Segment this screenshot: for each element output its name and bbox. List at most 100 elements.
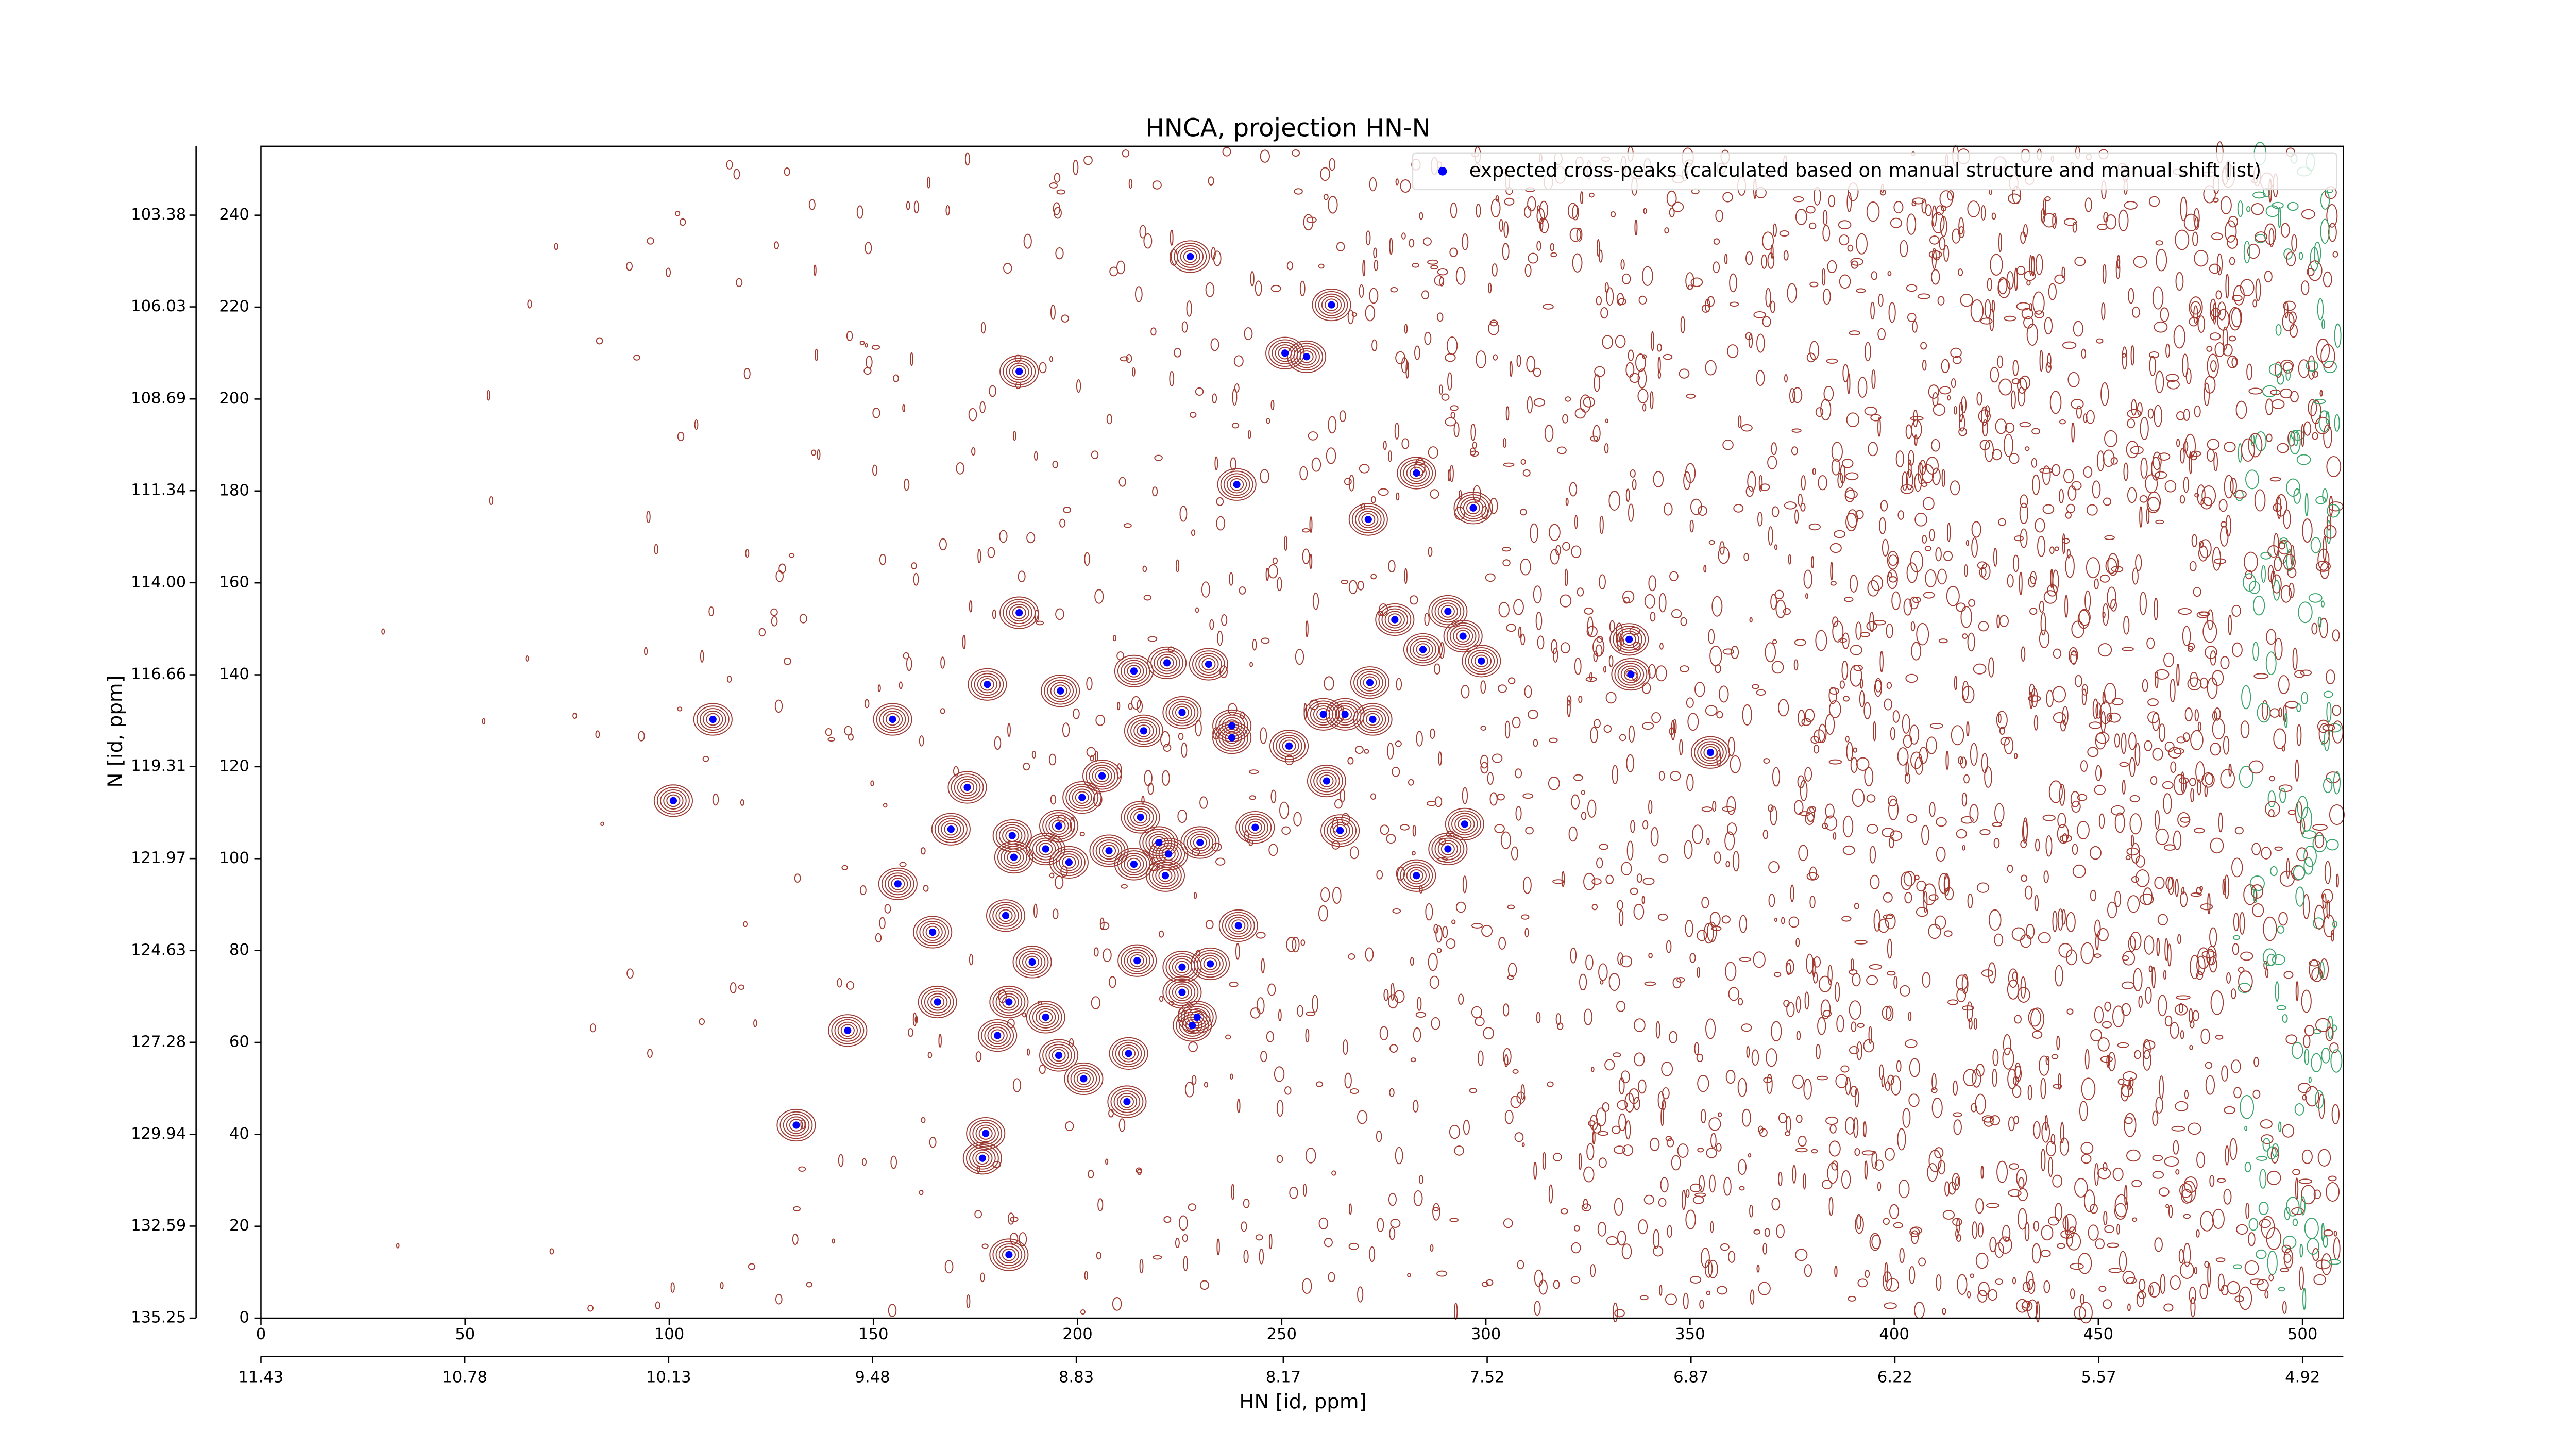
peak-contour xyxy=(1351,506,1385,533)
legend-text: expected cross-peaks (calculated based o… xyxy=(1469,159,2261,181)
noise-contour xyxy=(1939,190,1953,208)
noise-contour xyxy=(1707,921,1717,942)
noise-contour xyxy=(2032,1030,2043,1039)
noise-contour xyxy=(1886,682,1892,689)
noise-contour xyxy=(1958,268,1963,276)
noise-contour xyxy=(1379,1026,1388,1041)
noise-contour xyxy=(2318,1094,2325,1119)
noise-contour xyxy=(1618,298,1626,305)
peak-contour xyxy=(1148,833,1169,852)
noise-contour xyxy=(1822,822,1828,829)
noise-contour xyxy=(743,921,748,928)
noise-contour xyxy=(1657,1091,1665,1109)
noise-contour xyxy=(1850,1085,1858,1097)
noise-contour xyxy=(2194,217,2199,230)
peak-contour xyxy=(1201,658,1216,671)
noise-contour xyxy=(1776,1224,1785,1238)
noise-contour xyxy=(2135,554,2142,571)
peak-contour xyxy=(1360,673,1380,692)
noise-contour xyxy=(817,449,821,460)
noise-contour xyxy=(1956,974,1968,991)
noise-contour xyxy=(1389,1088,1395,1097)
noise-contour xyxy=(1494,824,1505,833)
noise-contour xyxy=(2201,772,2215,788)
noise-contour xyxy=(1708,629,1715,645)
noise-contour xyxy=(1844,597,1854,602)
y-tick-label: 200 xyxy=(219,390,249,408)
noise-contour xyxy=(1103,948,1112,962)
noise-contour xyxy=(1602,1102,1610,1112)
noise-contour xyxy=(1863,1039,1874,1053)
noise-contour xyxy=(2326,701,2332,722)
noise-contour xyxy=(2035,518,2045,533)
peak-contour xyxy=(1053,684,1067,697)
noise-contour xyxy=(2181,1180,2196,1203)
noise-contour xyxy=(2051,1054,2059,1059)
noise-contour xyxy=(2024,885,2033,900)
noise-contour xyxy=(2021,308,2033,320)
noise-contour xyxy=(884,904,891,914)
noise-contour xyxy=(2140,457,2148,479)
noise-contour xyxy=(1581,812,1587,820)
noise-contour xyxy=(1866,201,1880,222)
noise-contour xyxy=(2253,1057,2259,1067)
noise-contour xyxy=(784,167,790,176)
noise-contour xyxy=(1650,1137,1660,1151)
noise-contour xyxy=(1967,1291,1971,1299)
noise-contour xyxy=(2180,771,2184,793)
noise-contour xyxy=(775,570,784,582)
noise-contour xyxy=(1520,633,1526,646)
noise-contour xyxy=(1341,813,1350,825)
noise-contour xyxy=(838,1154,844,1167)
noise-contour xyxy=(1449,1218,1459,1222)
noise-contour xyxy=(2045,362,2052,373)
noise-contour xyxy=(2028,576,2036,588)
noise-contour xyxy=(2314,1090,2324,1109)
noise-contour xyxy=(1980,406,1988,426)
noise-contour xyxy=(1182,1234,1188,1242)
noise-contour xyxy=(1953,1080,1958,1096)
peak-contour xyxy=(876,705,909,733)
peak-contour xyxy=(998,993,1020,1011)
noise-contour xyxy=(1501,547,1511,552)
noise-contour xyxy=(2048,780,2063,803)
cross-peak xyxy=(978,1154,986,1162)
noise-contour xyxy=(2263,916,2277,941)
cross-peak xyxy=(994,1032,1002,1039)
noise-contour xyxy=(2311,1053,2322,1072)
noise-contour xyxy=(1964,564,1968,577)
noise-contour xyxy=(2090,1204,2098,1214)
noise-contour xyxy=(2044,317,2053,335)
legend-box xyxy=(1412,152,2337,191)
noise-contour xyxy=(1978,621,1989,632)
noise-contour xyxy=(907,1028,914,1037)
noise-contour xyxy=(1365,230,1371,246)
noise-contour xyxy=(2062,533,2065,554)
noise-contour xyxy=(1415,1012,1427,1018)
noise-contour xyxy=(1873,619,1886,626)
peak-contour xyxy=(1065,783,1099,812)
noise-contour xyxy=(2079,1101,2088,1121)
noise-contour xyxy=(1795,209,1807,225)
noise-contour xyxy=(2045,1056,2050,1065)
noise-contour xyxy=(2158,723,2166,742)
peak-contour xyxy=(1403,462,1430,484)
peak-contour xyxy=(1361,513,1376,526)
noise-contour xyxy=(1671,1155,1681,1171)
noise-contour xyxy=(1522,469,1531,477)
x2-tick-label: 5.57 xyxy=(2081,1369,2116,1387)
noise-contour xyxy=(1685,1209,1696,1229)
noise-contour xyxy=(1934,1147,1944,1159)
noise-contour xyxy=(2098,643,2112,657)
noise-contour xyxy=(1906,284,1918,292)
cross-peak xyxy=(1137,813,1144,821)
noise-contour xyxy=(2261,1134,2274,1144)
noise-contour xyxy=(1163,1216,1172,1223)
noise-contour xyxy=(1832,616,1839,627)
peak-contour xyxy=(1165,979,1199,1006)
noise-contour xyxy=(2326,771,2341,784)
noise-contour xyxy=(2176,663,2180,686)
noise-contour xyxy=(1806,872,1819,881)
noise-contour xyxy=(2303,845,2317,867)
noise-contour xyxy=(1945,751,1949,770)
